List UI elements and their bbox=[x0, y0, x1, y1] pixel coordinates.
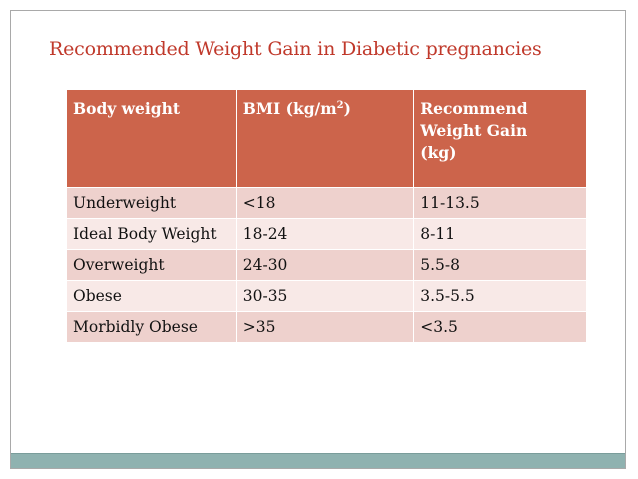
header-recommended-gain: Recommend Weight Gain (kg) bbox=[413, 89, 587, 188]
cell-gain: <3.5 bbox=[413, 311, 587, 343]
cell-body-weight: Morbidly Obese bbox=[66, 311, 237, 343]
cell-body-weight: Underweight bbox=[66, 187, 237, 219]
table-row: Underweight <18 11-13.5 bbox=[66, 187, 587, 219]
header-body-weight: Body weight bbox=[66, 89, 237, 188]
header-bmi-suffix: ) bbox=[343, 99, 351, 118]
header-gain-line-3: (kg) bbox=[420, 143, 457, 162]
cell-bmi: <18 bbox=[235, 187, 415, 219]
header-bmi-superscript: 2 bbox=[336, 99, 344, 111]
table-row: Overweight 24-30 5.5-8 bbox=[66, 249, 587, 281]
cell-body-weight: Overweight bbox=[66, 249, 237, 281]
cell-body-weight: Ideal Body Weight bbox=[66, 218, 237, 250]
slide: Recommended Weight Gain in Diabetic preg… bbox=[10, 10, 626, 469]
table-row: Morbidly Obese >35 <3.5 bbox=[66, 311, 587, 343]
slide-title: Recommended Weight Gain in Diabetic preg… bbox=[49, 38, 542, 60]
cell-bmi: 24-30 bbox=[235, 249, 415, 281]
table-row: Ideal Body Weight 18-24 8-11 bbox=[66, 218, 587, 250]
cell-bmi: >35 bbox=[235, 311, 415, 343]
cell-gain: 5.5-8 bbox=[413, 249, 587, 281]
table-header-row: Body weight BMI (kg/m2) Recommend Weight… bbox=[66, 89, 587, 188]
table-row: Obese 30-35 3.5-5.5 bbox=[66, 280, 587, 312]
cell-body-weight: Obese bbox=[66, 280, 237, 312]
header-bmi: BMI (kg/m2) bbox=[235, 89, 415, 188]
header-bmi-prefix: BMI (kg/m bbox=[242, 99, 337, 118]
cell-bmi: 18-24 bbox=[235, 218, 415, 250]
header-gain-line-2: Weight Gain bbox=[420, 121, 528, 140]
cell-gain: 3.5-5.5 bbox=[413, 280, 587, 312]
weight-gain-table: Body weight BMI (kg/m2) Recommend Weight… bbox=[66, 89, 587, 343]
header-gain-line-1: Recommend bbox=[420, 99, 528, 118]
cell-bmi: 30-35 bbox=[235, 280, 415, 312]
footer-bar bbox=[11, 453, 625, 468]
cell-gain: 8-11 bbox=[413, 218, 587, 250]
cell-gain: 11-13.5 bbox=[413, 187, 587, 219]
